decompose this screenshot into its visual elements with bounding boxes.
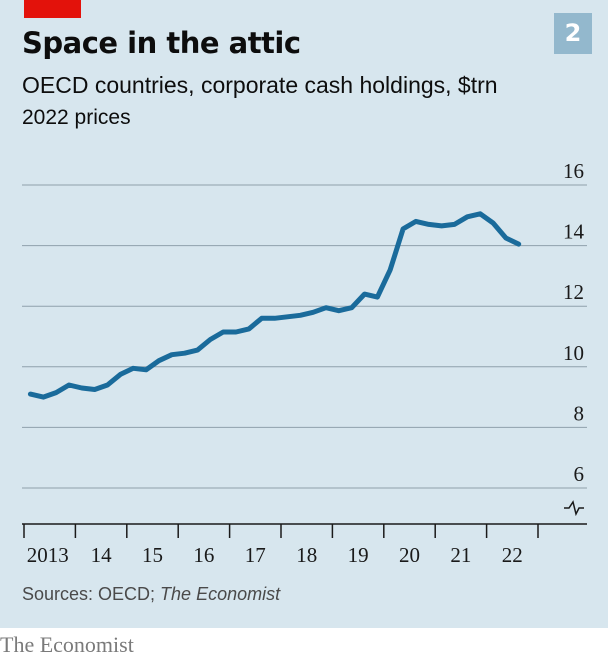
chart-title: Space in the attic xyxy=(22,26,301,60)
x-tick-label-2021: 21 xyxy=(450,543,471,567)
source-prefix: Sources: OECD; xyxy=(22,584,161,604)
x-tick-label-2022: 22 xyxy=(502,543,523,567)
axis-break-icon xyxy=(564,500,584,517)
y-tick-label-14: 14 xyxy=(563,220,585,244)
x-tick-label-2017: 17 xyxy=(245,543,266,567)
y-tick-label-16: 16 xyxy=(563,159,584,183)
x-tick-label-2019: 19 xyxy=(348,543,369,567)
source-note: Sources: OECD; The Economist xyxy=(22,584,280,605)
y-tick-label-6: 6 xyxy=(574,462,585,486)
line-chart: 6 8 10 12 14 16 2013 14 15 16 17 18 19 20 21 22 xyxy=(22,159,587,567)
x-tick-label-2013: 2013 xyxy=(27,543,69,567)
x-tick-label-2014: 14 xyxy=(91,543,113,567)
x-tick-label-2018: 18 xyxy=(296,543,317,567)
x-tick-label-2020: 20 xyxy=(399,543,420,567)
source-italic: The Economist xyxy=(160,584,281,604)
chart-subtitle: OECD countries, corporate cash holdings,… xyxy=(22,72,498,98)
series-line-0 xyxy=(27,211,522,400)
chart-unit-note: 2022 prices xyxy=(22,106,131,129)
chart-number-badge: 2 xyxy=(554,13,592,54)
x-tick-label-2016: 16 xyxy=(193,543,214,567)
brand-red-tag xyxy=(24,0,81,18)
y-tick-label-12: 12 xyxy=(563,280,584,304)
economist-logo: The Economist xyxy=(0,632,134,657)
y-tick-label-10: 10 xyxy=(563,341,584,365)
y-tick-label-8: 8 xyxy=(574,401,585,425)
x-tick-label-2015: 15 xyxy=(142,543,163,567)
